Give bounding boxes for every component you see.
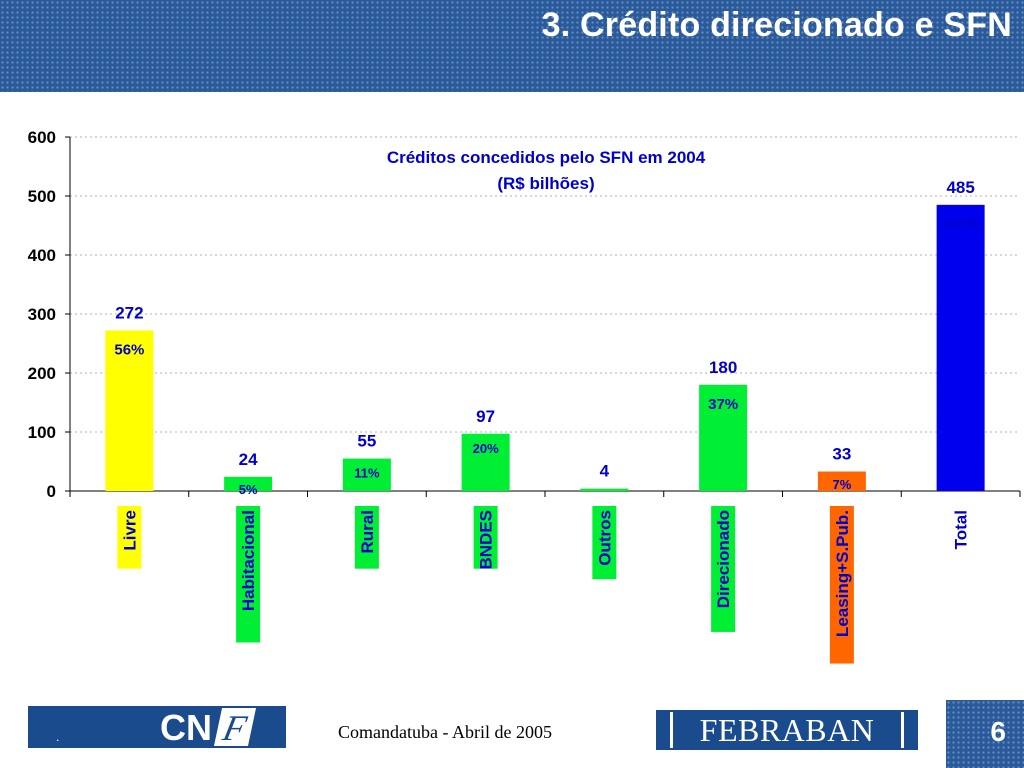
category-label-bg bbox=[117, 506, 142, 569]
bar-habitacional bbox=[224, 476, 273, 491]
bar-direcionado bbox=[699, 384, 748, 491]
y-tick-label: 0 bbox=[47, 482, 56, 501]
category-label-bg bbox=[829, 506, 854, 664]
value-label: 24 bbox=[239, 450, 258, 469]
category-label: Livre bbox=[120, 510, 139, 551]
bar-leasing-s-pub- bbox=[817, 471, 866, 491]
percent-label: 37% bbox=[708, 396, 738, 413]
cnf-logo-accent: F bbox=[213, 708, 257, 748]
cnf-logo: CN F bbox=[160, 706, 257, 748]
y-tick-label: 400 bbox=[28, 246, 56, 265]
header-banner: 3. Crédito direcionado e SFN bbox=[0, 0, 1024, 92]
slide-title: 3. Crédito direcionado e SFN bbox=[541, 6, 1012, 44]
category-label-bg bbox=[236, 506, 261, 643]
category-label: Outros bbox=[595, 510, 614, 566]
febraban-logo: FEBRABAN bbox=[656, 710, 918, 750]
chart-subtitle: (R$ bilhões) bbox=[497, 174, 594, 193]
category-label: Total bbox=[952, 510, 971, 549]
y-tick-label: 500 bbox=[28, 187, 56, 206]
percent-label: 11% bbox=[354, 466, 380, 481]
percent-label: 100% bbox=[941, 216, 979, 233]
page-number: 6 bbox=[990, 716, 1006, 747]
bar-bndes bbox=[461, 433, 510, 491]
value-label: 55 bbox=[357, 432, 376, 451]
chart-title: Créditos concedidos pelo SFN em 2004 bbox=[387, 148, 706, 167]
y-tick-label: 200 bbox=[28, 364, 56, 383]
febraban-logo-text: FEBRABAN bbox=[699, 712, 875, 748]
value-label: 180 bbox=[709, 358, 737, 377]
value-label: 97 bbox=[476, 407, 495, 426]
percent-label: 20% bbox=[473, 441, 499, 456]
percent-label: 5% bbox=[239, 482, 258, 497]
footer-dot: . bbox=[56, 730, 60, 744]
y-tick-label: 100 bbox=[28, 423, 56, 442]
footer-event-text: Comandatuba - Abril de 2005 bbox=[338, 722, 552, 742]
category-label: Leasing+S.Pub. bbox=[833, 510, 852, 637]
page-number-box: 6 bbox=[946, 700, 1024, 768]
category-label-bg bbox=[354, 506, 379, 569]
bar-chart: 0 100 200 300 400 500 600 Créditos concedidos p… bbox=[28, 128, 1021, 664]
y-tick-label: 600 bbox=[28, 128, 56, 147]
category-label-bg bbox=[592, 506, 617, 580]
category-label: Direcionado bbox=[714, 510, 733, 608]
category-label: BNDES bbox=[477, 510, 496, 570]
bar-outros bbox=[580, 488, 629, 491]
category-label-bg bbox=[473, 506, 498, 569]
bar-total bbox=[936, 204, 985, 491]
y-tick-label: 300 bbox=[28, 305, 56, 324]
value-label: 4 bbox=[600, 462, 610, 481]
value-label: 272 bbox=[115, 304, 143, 323]
percent-label: 56% bbox=[114, 342, 144, 359]
bar-rural bbox=[342, 458, 391, 491]
value-label: 33 bbox=[832, 445, 851, 464]
value-label: 485 bbox=[946, 178, 974, 197]
cnf-logo-main: CN bbox=[160, 707, 212, 748]
bar-livre bbox=[105, 330, 154, 491]
category-label-bg bbox=[711, 506, 736, 632]
category-label: Habitacional bbox=[239, 510, 258, 611]
category-label: Rural bbox=[358, 510, 377, 553]
percent-label: 7% bbox=[832, 477, 851, 492]
